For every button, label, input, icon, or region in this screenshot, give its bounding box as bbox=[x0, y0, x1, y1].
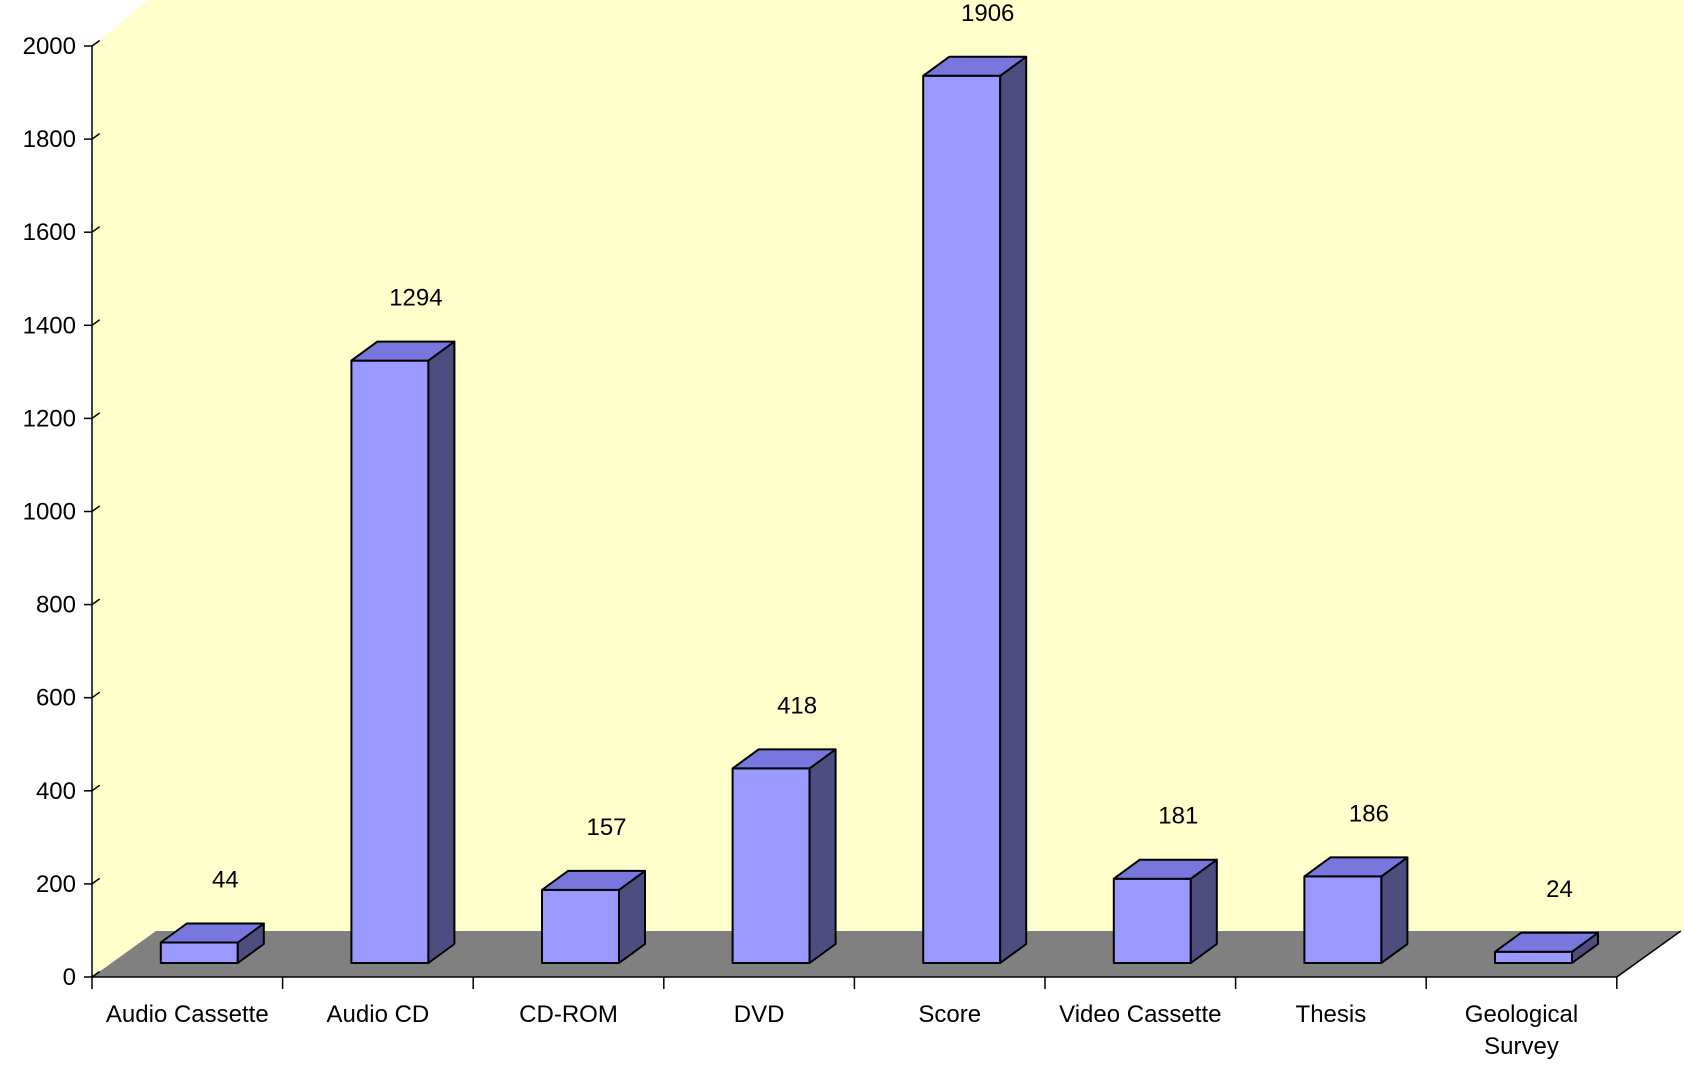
bar-side bbox=[808, 748, 837, 964]
y-tick-depth bbox=[91, 877, 101, 885]
chart-back-wall bbox=[156, 0, 1684, 931]
bar-value-label: 44 bbox=[212, 867, 239, 894]
y-tick-label: 1600 bbox=[23, 219, 76, 246]
y-tick-label: 1400 bbox=[23, 312, 76, 339]
x-category-label-line: DVD bbox=[734, 1001, 785, 1028]
bar bbox=[1303, 856, 1409, 964]
bar-front bbox=[1494, 950, 1573, 964]
bar-top bbox=[1112, 858, 1218, 880]
bar-top bbox=[1303, 856, 1409, 878]
x-category-label-line: Audio Cassette bbox=[106, 1001, 269, 1028]
y-tick-depth bbox=[91, 784, 101, 792]
bar-series bbox=[159, 55, 1599, 964]
y-tick-depth bbox=[91, 132, 101, 140]
bar-front bbox=[1303, 875, 1383, 964]
bar-value-label: 1294 bbox=[389, 285, 442, 312]
y-tick-depth bbox=[91, 39, 101, 47]
x-category-label: Thesis bbox=[1296, 1001, 1367, 1028]
y-tick-label: 400 bbox=[36, 778, 76, 805]
y-tick-depth bbox=[91, 226, 101, 233]
y-tick-label: 1000 bbox=[23, 499, 76, 526]
chart-floor bbox=[92, 931, 1681, 977]
y-tick-depth bbox=[91, 412, 101, 420]
y-tick-label: 800 bbox=[36, 592, 76, 619]
x-category-label-line: Score bbox=[918, 1001, 981, 1028]
x-category-label-line: Geological bbox=[1465, 1001, 1578, 1028]
bar-value-label: 418 bbox=[777, 692, 817, 719]
y-tick-label: 200 bbox=[36, 871, 76, 898]
x-axis: Audio Cassette Audio CD CD-ROM DVD Score Vide… bbox=[91, 930, 1682, 1060]
data-labels: 44 1294 157 418 1906 181 186 24 bbox=[212, 0, 1573, 903]
y-tick-label: 600 bbox=[36, 685, 76, 712]
bar bbox=[541, 869, 646, 964]
x-category-label: Audio CD bbox=[327, 1001, 430, 1028]
x-category-label: Score bbox=[918, 1001, 981, 1028]
x-category-label: CD-ROM bbox=[519, 1001, 618, 1028]
bar-top bbox=[159, 922, 265, 944]
y-tick-label: 0 bbox=[63, 964, 76, 991]
bar-value-label: 186 bbox=[1349, 800, 1389, 827]
bar bbox=[159, 922, 265, 964]
bar bbox=[350, 340, 456, 964]
bar bbox=[1112, 858, 1218, 964]
bar-top bbox=[350, 340, 456, 362]
x-category-label: Video Cassette bbox=[1059, 1001, 1221, 1028]
x-category-label-line: Survey bbox=[1484, 1033, 1559, 1060]
bar-value-label: 1906 bbox=[961, 0, 1014, 27]
bar bbox=[731, 748, 837, 964]
bar bbox=[922, 55, 1028, 964]
bar-value-label: 181 bbox=[1158, 803, 1198, 830]
bar-front bbox=[350, 359, 430, 964]
x-category-label-line: Video Cassette bbox=[1059, 1001, 1221, 1028]
x-category-label-line: CD-ROM bbox=[519, 1001, 618, 1028]
bar-top bbox=[1494, 931, 1599, 953]
y-axis: 0 200 400 600 800 1000 1200 1400 1600 1800 2000 bbox=[23, 33, 101, 991]
y-tick-label: 2000 bbox=[23, 33, 76, 60]
bar-value-label: 157 bbox=[586, 814, 626, 841]
y-tick-label: 1800 bbox=[23, 126, 76, 153]
bar-side bbox=[999, 55, 1028, 964]
x-category-label: Geological Survey bbox=[1465, 1001, 1578, 1060]
chart-side-wall bbox=[92, 0, 156, 977]
bar-top bbox=[541, 869, 646, 891]
y-tick-depth bbox=[91, 970, 101, 978]
y-tick-label: 1200 bbox=[23, 405, 76, 432]
bar bbox=[1494, 931, 1599, 964]
y-tick-depth bbox=[91, 505, 101, 513]
bar-front bbox=[731, 767, 811, 964]
x-category-label-line: Audio CD bbox=[327, 1001, 430, 1028]
bar-front bbox=[922, 74, 1002, 964]
bar-value-label: 24 bbox=[1546, 876, 1573, 903]
bar-top bbox=[922, 55, 1028, 77]
bar-front bbox=[1112, 877, 1192, 964]
x-category-label-line: Thesis bbox=[1296, 1001, 1367, 1028]
y-tick-depth bbox=[91, 691, 101, 699]
bar-top bbox=[731, 748, 837, 770]
x-category-label: DVD bbox=[734, 1001, 785, 1028]
bar-front bbox=[159, 941, 239, 964]
bar-front bbox=[541, 888, 620, 964]
y-tick-depth bbox=[91, 319, 101, 326]
x-axis-depth-edge bbox=[1616, 930, 1682, 978]
x-category-label: Audio Cassette bbox=[106, 1001, 269, 1028]
y-tick-depth bbox=[91, 598, 101, 606]
bar-side bbox=[427, 340, 456, 964]
